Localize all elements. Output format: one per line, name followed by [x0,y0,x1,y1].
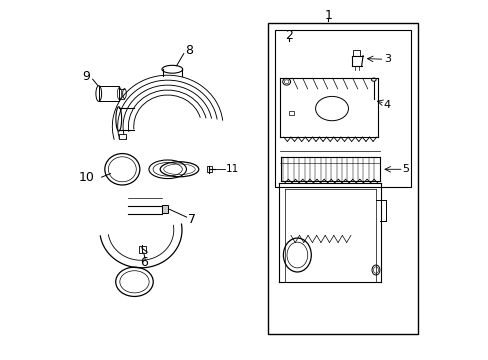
Bar [162,205,168,213]
Text: 6: 6 [140,256,147,269]
Bar [139,247,145,253]
Text: 2: 2 [285,29,292,42]
Text: 7: 7 [187,213,195,226]
Bar [267,23,417,334]
Bar [352,50,360,56]
Text: 11: 11 [225,164,238,174]
Text: 9: 9 [82,70,90,83]
Text: 4: 4 [383,100,390,110]
Bar [274,30,410,187]
Bar [288,111,293,115]
Text: 5: 5 [401,164,408,174]
Text: 8: 8 [185,44,193,57]
Text: 3: 3 [383,54,390,64]
Bar [207,166,212,172]
Bar [99,86,119,102]
Bar [119,134,125,139]
Text: 10: 10 [79,171,94,184]
Text: 1: 1 [324,9,332,22]
